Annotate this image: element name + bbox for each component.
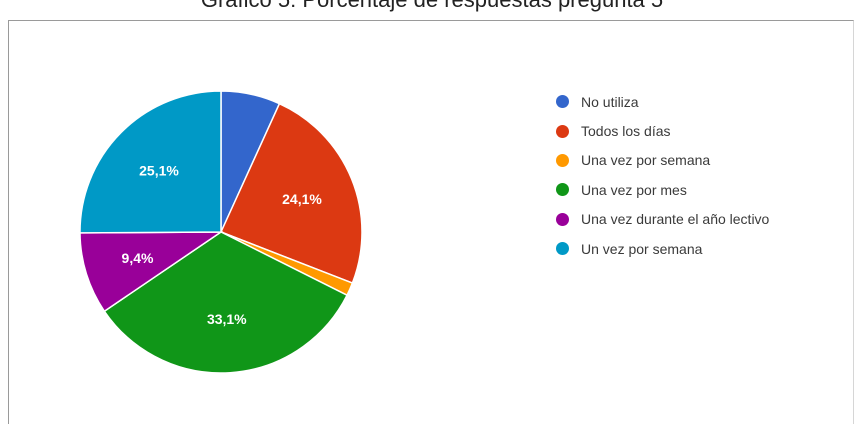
legend-label: Una vez por semana [581,152,711,169]
legend-swatch [556,95,569,109]
slice-data-label: 9,4% [122,250,154,266]
legend-label: Todos los días [581,123,671,140]
chart-title: Gráfico 5: Porcentaje de respuestas preg… [0,0,864,13]
legend-item: Una vez por mes [556,175,769,204]
legend-item: Una vez durante el año lectivo [556,205,769,234]
legend-label: Un vez por semana [581,240,703,257]
legend-item: No utiliza [556,87,769,116]
legend-label: No utiliza [581,93,639,110]
legend-item: Todos los días [556,116,769,145]
legend-swatch [556,124,569,138]
legend-item: Un vez por semana [556,234,769,263]
chart-frame [8,20,854,424]
pie-slice [219,102,363,285]
legend-item: Una vez por semana [556,146,769,175]
slice-data-label: 25,1% [139,162,179,178]
pie-slice [79,90,222,234]
slice-data-label: 33,1% [207,311,247,327]
legend-swatch [556,153,569,167]
legend-swatch [556,183,569,197]
pie-slice [103,231,349,374]
slice-data-label: 24,1% [282,191,322,207]
legend-swatch [556,212,569,226]
legend-label: Una vez por mes [581,181,687,198]
pie-slice [79,231,224,313]
chart-legend: No utiliza Todos los días Una vez por sema… [556,87,769,263]
legend-swatch [556,242,569,256]
legend-label: Una vez durante el año lectivo [581,211,770,228]
